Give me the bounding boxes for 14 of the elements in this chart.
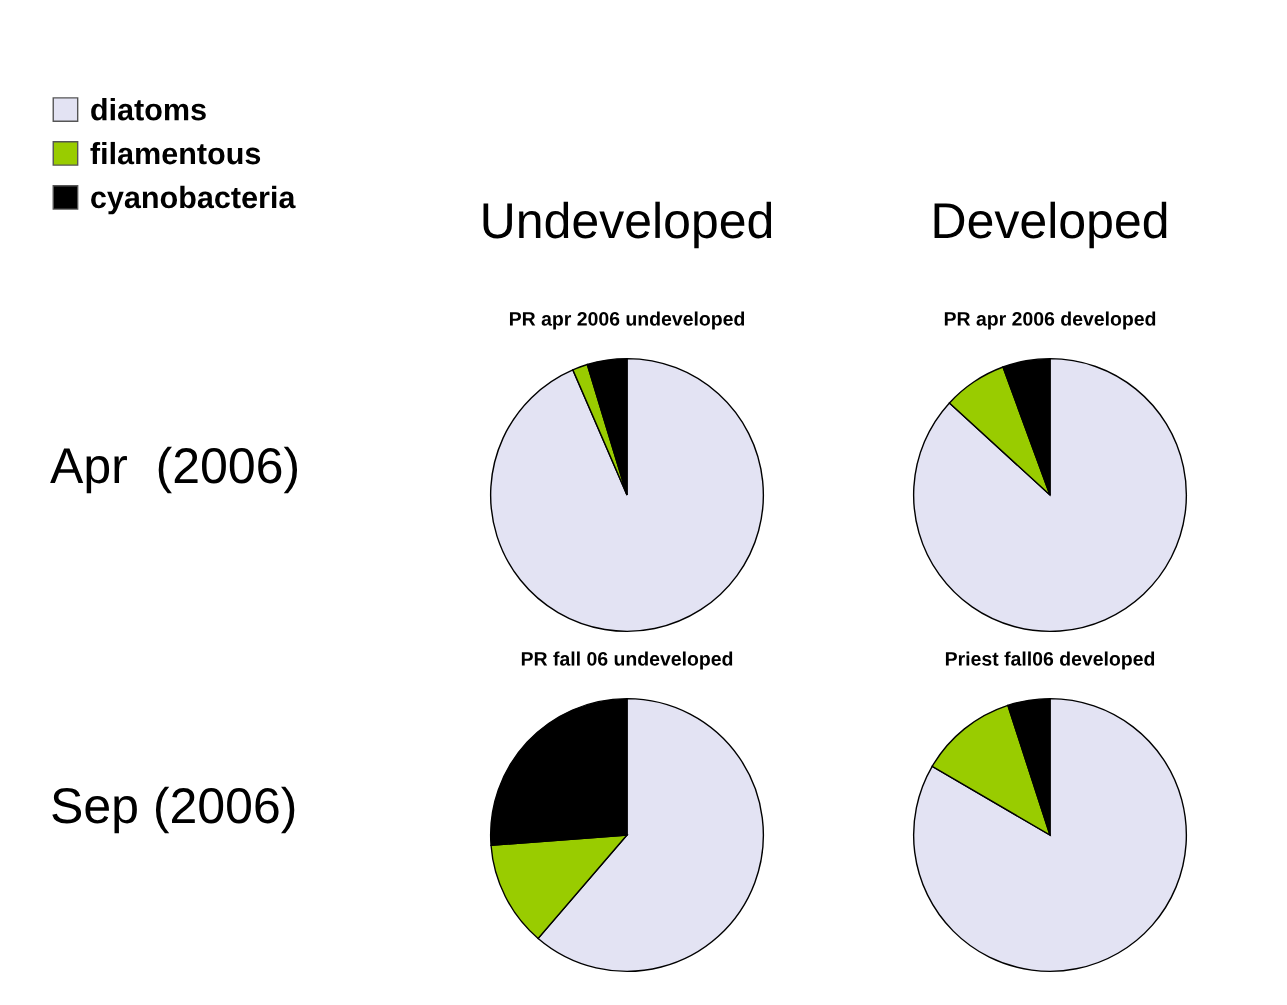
- text: Sep (2006): [52, 786, 295, 834]
- pie-slice: [912, 697, 1188, 973]
- chart-title: PR fall 06 undeveloped: [521, 651, 733, 670]
- pie-slice: [912, 357, 1188, 633]
- text: PR apr 2006 undeveloped: [509, 311, 745, 330]
- legend-label: diatoms: [91, 98, 206, 121]
- text: Undeveloped: [483, 201, 772, 249]
- chart-title: Priest fall06 developed: [945, 651, 1155, 670]
- text: Developed: [934, 201, 1167, 249]
- text: Apr (2006): [50, 446, 298, 494]
- legend-label: filamentous: [90, 141, 261, 165]
- chart-title: PR apr 2006 developed: [944, 311, 1156, 330]
- legend-label: cyanobacteria: [91, 185, 296, 215]
- pie-slice: [489, 357, 765, 633]
